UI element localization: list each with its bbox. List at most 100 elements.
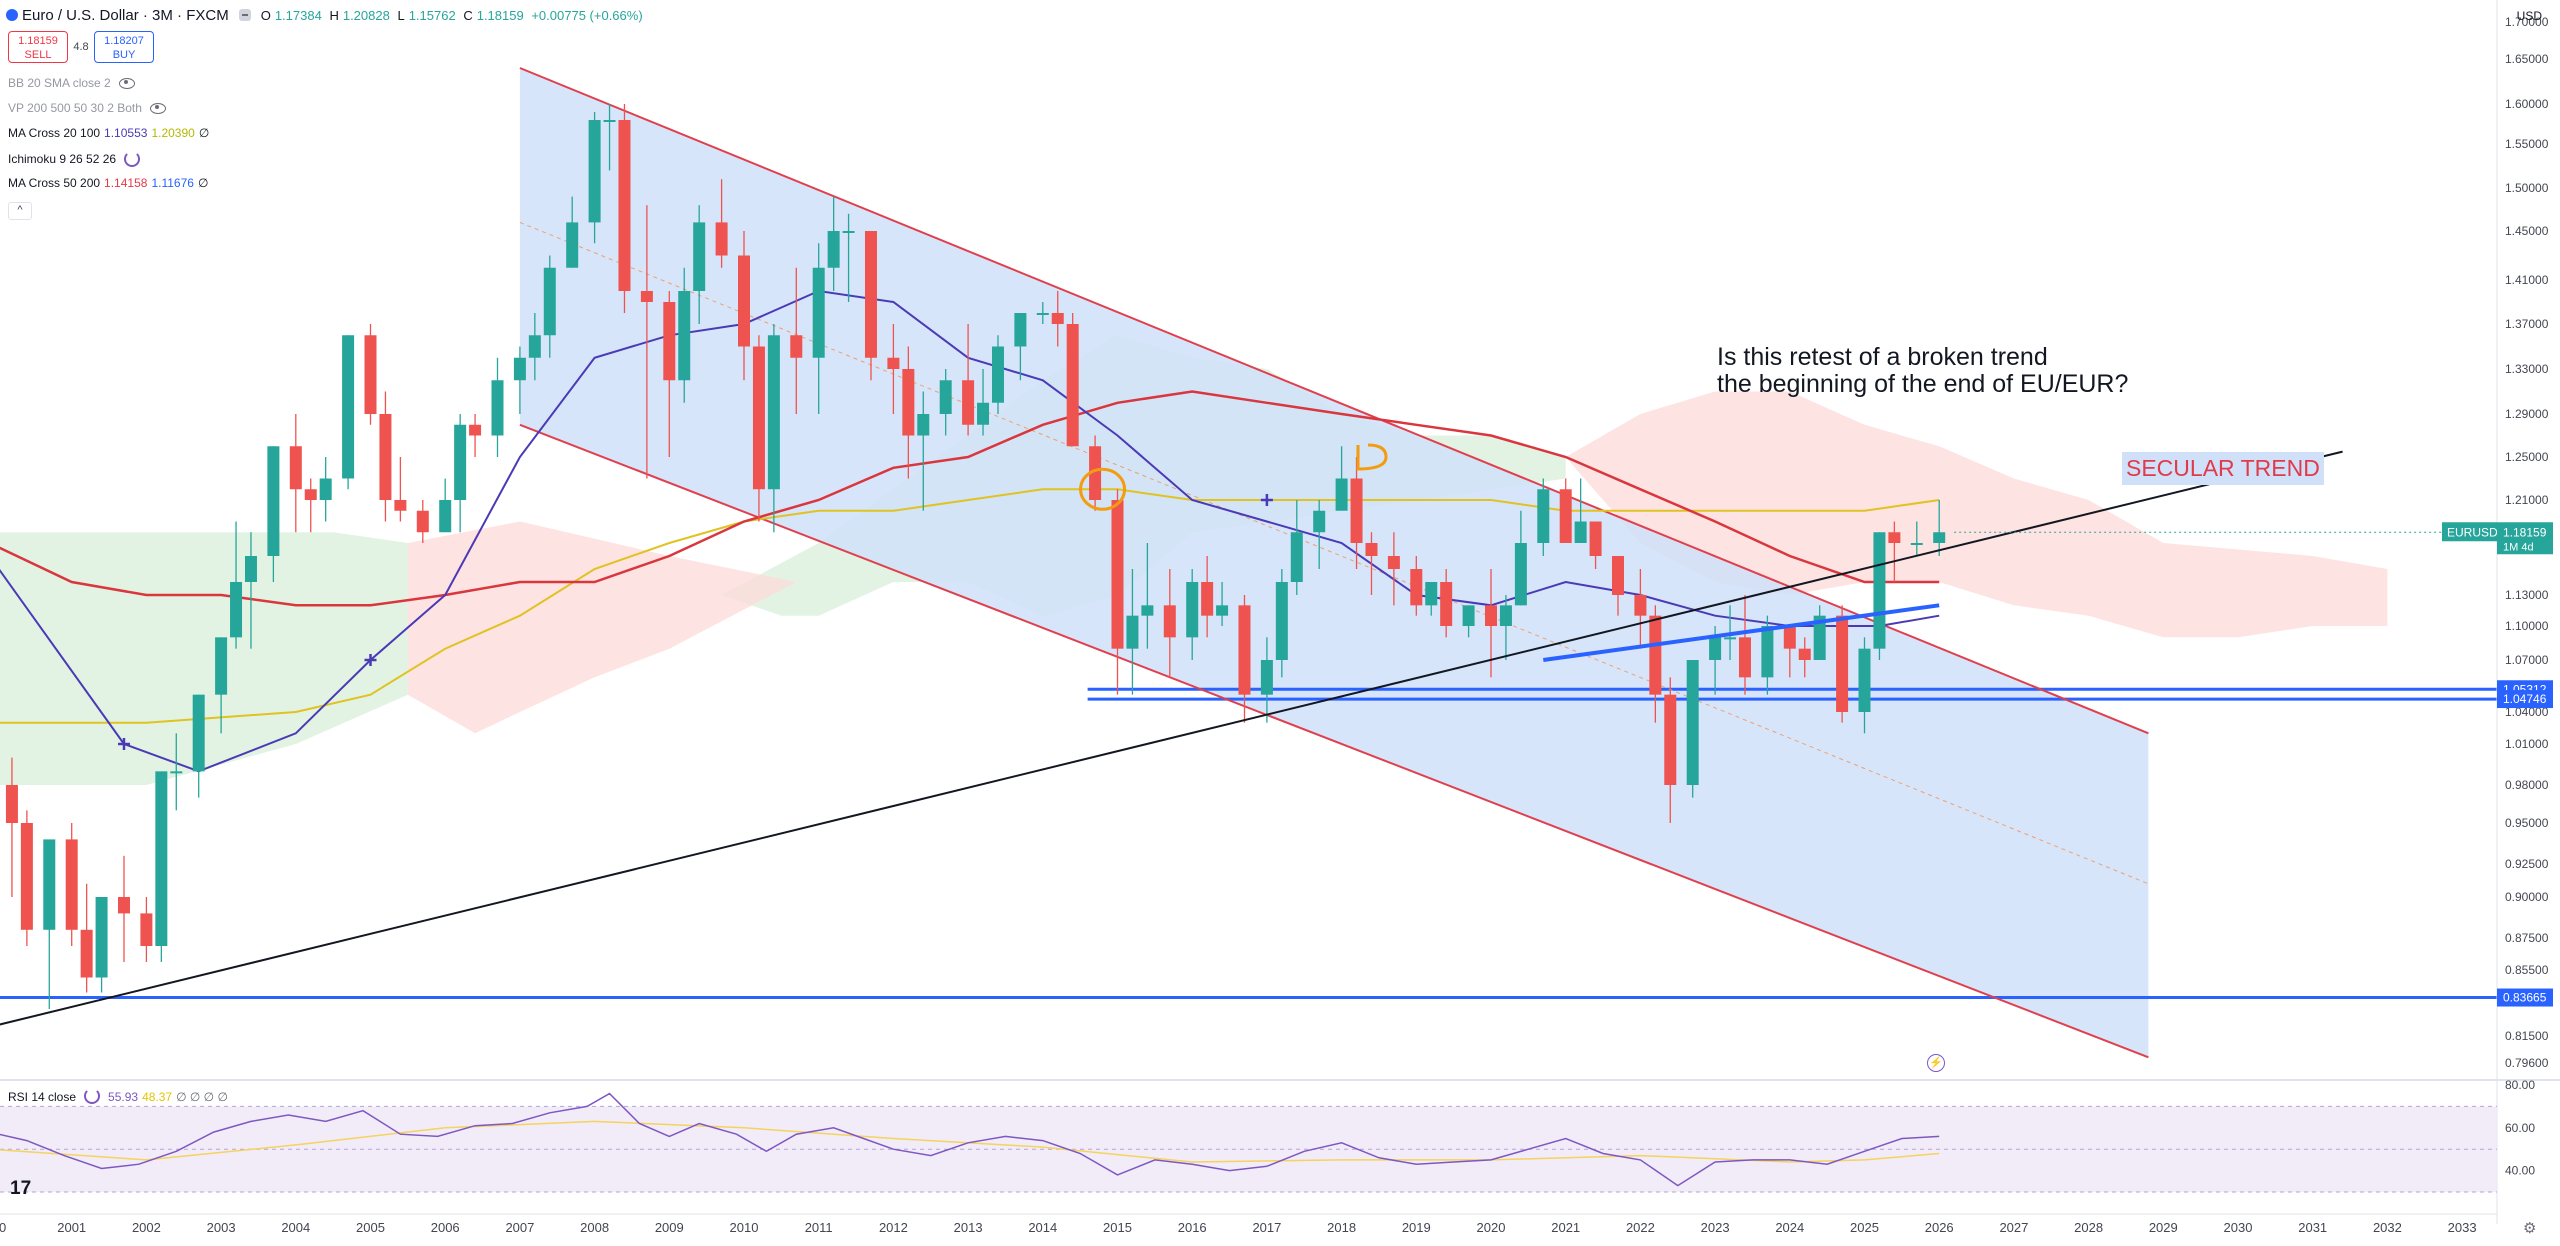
candle-body bbox=[528, 335, 541, 358]
loading-icon bbox=[124, 151, 141, 167]
price-tick-label: 1.50000 bbox=[2505, 181, 2549, 195]
candle bbox=[155, 771, 168, 962]
highlight-circle bbox=[1079, 467, 1127, 511]
candle-body bbox=[1275, 582, 1288, 660]
sell-button[interactable]: 1.18159 SELL bbox=[8, 31, 68, 63]
time-tick-label: 2023 bbox=[1701, 1220, 1730, 1235]
candle-body bbox=[1066, 324, 1079, 447]
time-tick-label: 2029 bbox=[2149, 1220, 2178, 1235]
candle bbox=[1836, 605, 1849, 723]
candle bbox=[1574, 478, 1587, 543]
candle bbox=[902, 346, 915, 479]
candle-body bbox=[1485, 605, 1497, 626]
candle-body bbox=[887, 357, 900, 369]
candle-body bbox=[1313, 510, 1326, 533]
time-tick-label: 2013 bbox=[954, 1220, 983, 1235]
candle bbox=[170, 733, 183, 811]
candle-body bbox=[1425, 582, 1438, 606]
candle-body bbox=[752, 346, 765, 490]
candle-body bbox=[1216, 605, 1229, 616]
candle bbox=[1813, 605, 1826, 660]
symbol-title[interactable]: Euro / U.S. Dollar · 3M · FXCM bbox=[22, 6, 229, 24]
time-tick-label: 2017 bbox=[1252, 1220, 1281, 1235]
candle-body bbox=[790, 335, 803, 358]
candle-body bbox=[663, 302, 676, 381]
candle-body bbox=[939, 380, 952, 414]
time-tick-label: 00 bbox=[0, 1220, 6, 1235]
candle-body bbox=[1462, 605, 1475, 626]
support-price-text: 1.04746 bbox=[2503, 692, 2547, 706]
hidden-eye-icon[interactable] bbox=[118, 77, 135, 89]
candle-body bbox=[1335, 478, 1348, 511]
candle bbox=[812, 243, 825, 414]
highlight-bracket bbox=[1356, 443, 1388, 471]
candle bbox=[864, 231, 877, 381]
price-tick-label: 1.37000 bbox=[2505, 317, 2549, 331]
candle bbox=[1014, 313, 1027, 381]
price-tick-label: 1.21000 bbox=[2505, 493, 2549, 507]
current-price-text: 1.18159 bbox=[2503, 525, 2547, 539]
indicator-bb[interactable]: BB 20 SMA close 2 bbox=[8, 76, 135, 90]
candle bbox=[603, 104, 616, 171]
currency-label[interactable]: USD bbox=[2516, 9, 2542, 23]
rsi-tick-label: 40.00 bbox=[2505, 1164, 2535, 1178]
candle-body bbox=[618, 120, 631, 291]
trade-buttons: 1.18159 SELL 4.8 1.18207 BUY bbox=[8, 31, 154, 63]
candle bbox=[1186, 569, 1199, 660]
indicator-ma-cross-20-100[interactable]: MA Cross 20 100 1.10553 1.20390 ∅ bbox=[8, 126, 210, 140]
indicator-vp[interactable]: VP 200 500 50 30 2 Both bbox=[8, 101, 166, 115]
candle-body bbox=[1933, 532, 1946, 543]
flash-icon[interactable]: ⚡ bbox=[1927, 1054, 1945, 1072]
candle-body bbox=[1649, 615, 1662, 695]
settings-gear-icon[interactable]: ⚙ bbox=[2523, 1220, 2537, 1237]
candle bbox=[513, 346, 526, 414]
candle bbox=[1410, 556, 1423, 616]
candle bbox=[95, 897, 108, 993]
rsi-legend[interactable]: RSI 14 close 55.93 48.37 ∅ ∅ ∅ ∅ bbox=[8, 1088, 228, 1104]
candle-body bbox=[1888, 532, 1901, 543]
candle-body bbox=[170, 771, 183, 774]
indicator-ma-cross-50-200[interactable]: MA Cross 50 200 1.14158 1.11676 ∅ bbox=[8, 176, 209, 190]
hidden-eye-icon[interactable] bbox=[149, 102, 166, 114]
candle-body bbox=[1589, 521, 1602, 556]
collapse-header-icon[interactable] bbox=[238, 9, 251, 21]
candle-body bbox=[65, 839, 78, 930]
indicator-ichimoku[interactable]: Ichimoku 9 26 52 26 bbox=[8, 151, 141, 167]
candle bbox=[543, 255, 556, 358]
buy-button[interactable]: 1.18207 BUY bbox=[94, 31, 154, 63]
annotation-text[interactable]: Is this retest of a broken trend the beg… bbox=[1717, 343, 2129, 398]
candle-body bbox=[469, 424, 482, 436]
price-tick-label: 1.07000 bbox=[2505, 653, 2549, 667]
tradingview-logo[interactable]: 17 bbox=[10, 1178, 32, 1199]
candle-body bbox=[244, 556, 257, 582]
candle bbox=[678, 267, 691, 403]
candle-body bbox=[1141, 605, 1154, 616]
candle-body bbox=[1111, 500, 1124, 649]
candle bbox=[1425, 582, 1438, 616]
candle-body bbox=[1163, 605, 1176, 638]
candle-body bbox=[1761, 626, 1774, 678]
candle-body bbox=[991, 346, 1004, 403]
candle-body bbox=[1350, 478, 1363, 543]
candle-body bbox=[267, 446, 280, 556]
candle bbox=[991, 335, 1004, 414]
time-tick-label: 2016 bbox=[1178, 1220, 1207, 1235]
collapse-indicators-button[interactable]: ^ bbox=[8, 202, 32, 220]
candle-body bbox=[394, 500, 407, 511]
channel-lower-line bbox=[519, 423, 2149, 1059]
candle-body bbox=[513, 357, 526, 381]
candle-body bbox=[1686, 660, 1699, 785]
candle bbox=[1537, 478, 1550, 556]
candle bbox=[267, 446, 280, 582]
price-tick-label: 1.13000 bbox=[2505, 588, 2549, 602]
spread-value: 4.8 bbox=[73, 41, 89, 53]
secular-trend-label[interactable]: SECULAR TREND bbox=[2122, 452, 2324, 485]
candle bbox=[342, 335, 355, 490]
candle-body bbox=[5, 785, 18, 823]
candle-body bbox=[1238, 605, 1251, 695]
candle-body bbox=[962, 380, 975, 425]
candle-body bbox=[1537, 489, 1550, 543]
candle bbox=[1036, 302, 1049, 324]
candle-body bbox=[1126, 615, 1139, 649]
